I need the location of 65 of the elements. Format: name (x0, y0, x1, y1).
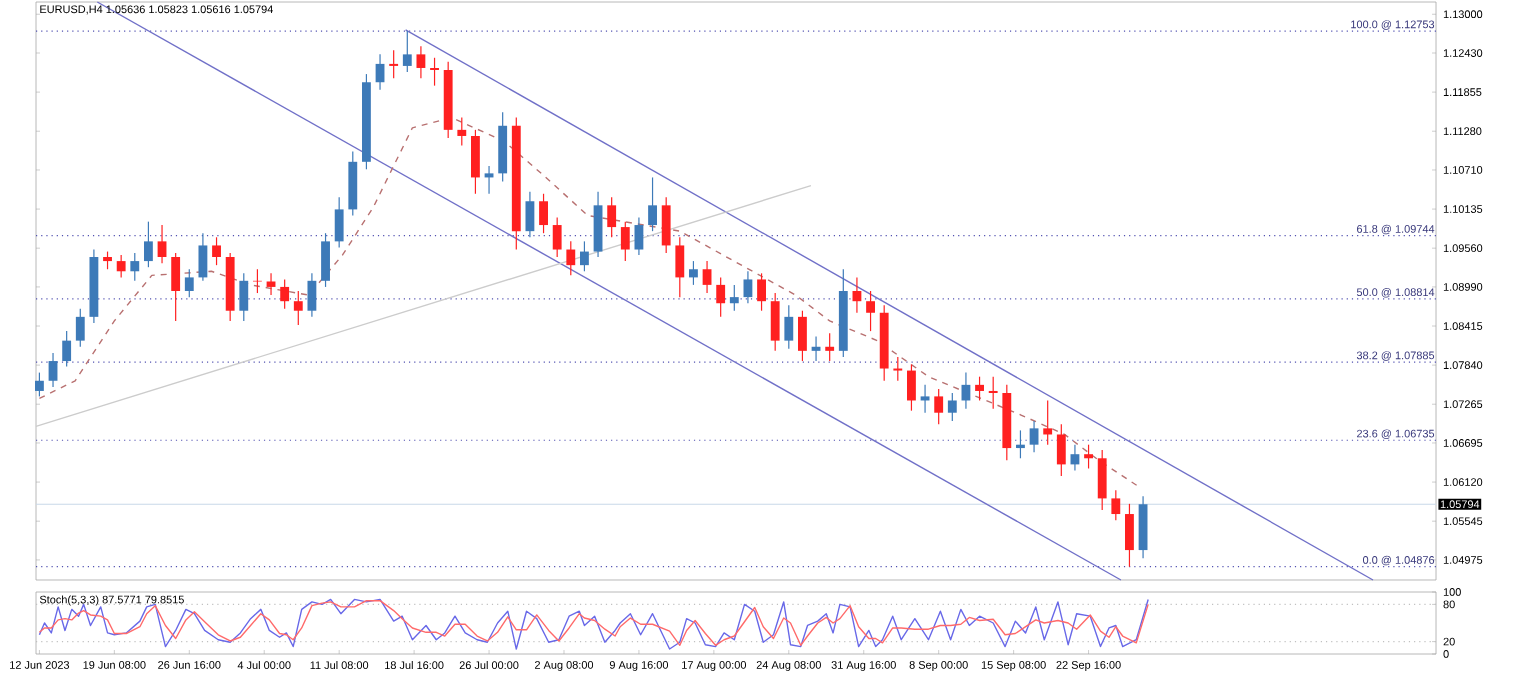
candlestick (307, 272, 317, 318)
candlestick (661, 196, 671, 254)
candlestick (1056, 423, 1066, 477)
candlestick (770, 292, 780, 352)
candlestick (457, 117, 467, 147)
candlestick (293, 290, 303, 326)
candlestick (947, 392, 957, 422)
candlestick (212, 236, 221, 266)
candlestick (239, 272, 249, 322)
candlestick (634, 216, 644, 256)
candlestick (34, 372, 44, 397)
candlestick (143, 221, 153, 268)
candlestick (784, 304, 794, 350)
candlestick (198, 232, 208, 282)
candlestick (348, 151, 358, 217)
candlestick (48, 352, 58, 388)
candlestick (525, 191, 535, 238)
candlestick (825, 332, 835, 362)
candlestick (402, 30, 412, 73)
candlestick (157, 224, 167, 264)
candlestick (729, 284, 739, 312)
candlestick (1029, 420, 1039, 453)
candlestick (75, 308, 85, 348)
candlestick (416, 45, 426, 79)
candlestick (620, 221, 630, 262)
candlestick (116, 254, 126, 279)
candlestick (1043, 399, 1053, 446)
candlestick (988, 376, 998, 410)
candlestick (470, 129, 480, 195)
candlestick (934, 388, 944, 425)
candlestick (757, 272, 766, 312)
candlestick (1084, 444, 1093, 470)
candlestick (907, 363, 916, 412)
candlestick (552, 216, 562, 258)
candlestick (171, 252, 181, 322)
candlestick (280, 278, 290, 310)
candlestick (1125, 503, 1134, 568)
candlestick (689, 260, 698, 286)
candlestick (184, 268, 194, 298)
candlestick (648, 176, 657, 232)
candlestick (798, 310, 807, 362)
candlestick (498, 111, 508, 183)
candlestick (1097, 449, 1107, 511)
candlestick (1138, 495, 1148, 559)
candlestick (539, 193, 548, 234)
candlestick (607, 196, 617, 238)
candlestick (389, 49, 399, 79)
candlestick (716, 276, 726, 318)
candlestick (579, 240, 589, 272)
candlestick (1016, 429, 1025, 459)
candlestick (62, 330, 72, 368)
candlestick (321, 232, 330, 288)
candlestick (566, 240, 576, 276)
candlestick (893, 356, 903, 382)
candlestick (743, 270, 753, 304)
candlestick (130, 252, 140, 282)
candlestick (430, 57, 439, 87)
candlestick (1111, 489, 1121, 521)
candlestick (593, 191, 603, 258)
candlestick (334, 196, 344, 249)
candlestick (975, 376, 984, 402)
candlestick (702, 260, 712, 294)
candlestick (866, 290, 875, 332)
candlestick (266, 272, 276, 296)
candlestick (675, 236, 685, 298)
